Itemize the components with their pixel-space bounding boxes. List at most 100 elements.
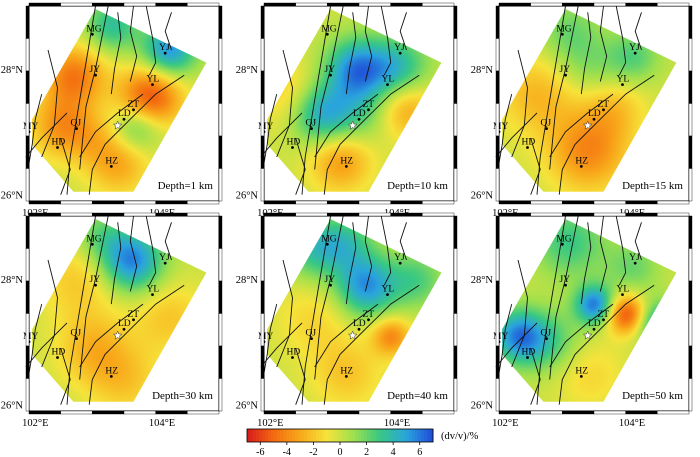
colorbar-swatch xyxy=(415,429,419,442)
city-label: MY xyxy=(23,122,38,132)
lat-label: 28°N xyxy=(236,275,259,286)
city-label: HZ xyxy=(575,366,588,376)
velocity-field xyxy=(29,216,220,412)
lat-label: 28°N xyxy=(471,275,494,286)
colorbar-swatch xyxy=(388,429,392,442)
colorbar-swatch xyxy=(286,429,290,442)
colorbar-swatch xyxy=(295,429,299,442)
colorbar-swatch xyxy=(247,429,251,442)
city-label: HD xyxy=(522,138,536,148)
colorbar-swatch xyxy=(343,429,347,442)
city-label: YL xyxy=(617,285,630,295)
colorbar-swatch xyxy=(409,429,413,442)
colorbar-swatch xyxy=(349,429,353,442)
colorbar-swatch xyxy=(355,429,359,442)
depth-label: Depth=30 km xyxy=(152,390,213,402)
city-label: HZ xyxy=(340,156,353,166)
city-label: QJ xyxy=(541,329,552,339)
city-label: YL xyxy=(382,285,395,295)
velocity-field xyxy=(499,6,690,202)
city-label: JY xyxy=(90,65,101,75)
city-label: MY xyxy=(258,122,273,132)
colorbar-swatch xyxy=(373,429,377,442)
lat-label: 26°N xyxy=(1,191,24,202)
colorbar-swatch xyxy=(361,429,365,442)
lat-label: 28°N xyxy=(236,65,259,76)
city-label: LD xyxy=(588,109,601,119)
colorbar-swatch xyxy=(394,429,398,442)
colorbar-swatch xyxy=(274,429,278,442)
colorbar-tick: 6 xyxy=(417,447,422,457)
colorbar-swatch xyxy=(325,429,329,442)
colorbar-swatch xyxy=(250,429,254,442)
colorbar-tick: -2 xyxy=(309,447,317,457)
colorbar-swatch xyxy=(298,429,302,442)
city-label: LD xyxy=(118,319,131,329)
lat-label: 26°N xyxy=(236,401,259,412)
depth-label: Depth=10 km xyxy=(387,180,448,192)
lat-label: 26°N xyxy=(236,191,259,202)
velocity-field xyxy=(29,6,220,202)
city-label: YJ xyxy=(394,43,405,53)
colorbar-swatch xyxy=(376,429,380,442)
lon-label: 104°E xyxy=(384,418,410,429)
colorbar-swatch xyxy=(280,429,284,442)
colorbar: -6 -4 -2 0 2 4 6(dv/v)/% xyxy=(247,429,479,457)
city-label: YJ xyxy=(629,253,640,263)
city-label: YL xyxy=(617,75,630,85)
colorbar-swatch xyxy=(403,429,407,442)
colorbar-swatch xyxy=(334,429,338,442)
colorbar-swatch xyxy=(304,429,308,442)
colorbar-swatch xyxy=(268,429,272,442)
lon-label: 102°E xyxy=(22,418,48,429)
depth-label: Depth=15 km xyxy=(622,180,683,192)
city-label: YL xyxy=(147,285,160,295)
lon-label: 104°E xyxy=(619,418,645,429)
city-label: JY xyxy=(90,275,101,285)
colorbar-swatch xyxy=(307,429,311,442)
colorbar-swatch xyxy=(427,429,431,442)
lat-label: 28°N xyxy=(1,65,24,76)
city-label: YJ xyxy=(159,43,170,53)
city-label: YL xyxy=(382,75,395,85)
colorbar-swatch xyxy=(265,429,269,442)
depth-label: Depth=50 km xyxy=(622,390,683,402)
city-label: QJ xyxy=(541,119,552,129)
colorbar-swatch xyxy=(424,429,428,442)
colorbar-swatch xyxy=(379,429,383,442)
city-label: QJ xyxy=(71,119,82,129)
colorbar-swatch xyxy=(256,429,260,442)
velocity-field xyxy=(499,216,690,412)
city-label: YJ xyxy=(629,43,640,53)
city-label: MG xyxy=(86,234,101,244)
lat-label: 26°N xyxy=(471,401,494,412)
colorbar-swatch xyxy=(352,429,356,442)
colorbar-swatch xyxy=(406,429,410,442)
city-label: MY xyxy=(493,122,508,132)
colorbar-tick: 2 xyxy=(364,447,369,457)
colorbar-swatch xyxy=(367,429,371,442)
city-label: HZ xyxy=(340,366,353,376)
depth-label: Depth=40 km xyxy=(387,390,448,402)
lat-label: 26°N xyxy=(471,191,494,202)
colorbar-swatch xyxy=(412,429,416,442)
city-label: HD xyxy=(522,348,536,358)
colorbar-swatch xyxy=(400,429,404,442)
colorbar-swatch xyxy=(346,429,350,442)
colorbar-swatch xyxy=(277,429,281,442)
colorbar-swatch xyxy=(322,429,326,442)
colorbar-swatch xyxy=(319,429,323,442)
city-label: HZ xyxy=(575,156,588,166)
city-label: HD xyxy=(287,138,301,148)
colorbar-swatch xyxy=(385,429,389,442)
colorbar-swatch xyxy=(328,429,332,442)
city-label: HD xyxy=(287,348,301,358)
colorbar-swatch xyxy=(421,429,425,442)
colorbar-swatch xyxy=(316,429,320,442)
colorbar-tick: -6 xyxy=(256,447,264,457)
colorbar-swatch xyxy=(358,429,362,442)
city-label: LD xyxy=(353,319,366,329)
